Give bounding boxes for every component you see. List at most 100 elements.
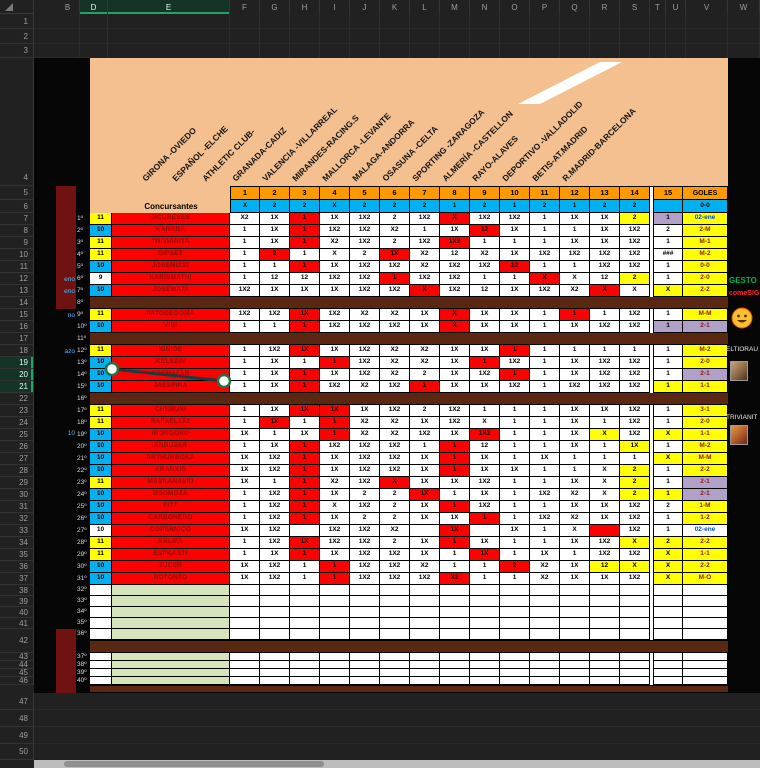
row-header-21[interactable]: 21 — [0, 381, 34, 393]
pred-cell[interactable]: X — [380, 477, 410, 489]
name-cell[interactable] — [112, 618, 230, 629]
pred-cell[interactable] — [380, 669, 410, 677]
name-cell[interactable]: CARBONERO — [112, 513, 230, 525]
pred-cell[interactable] — [230, 629, 260, 640]
col15-cell[interactable] — [654, 677, 683, 685]
pred-cell[interactable]: 1 — [290, 477, 320, 489]
name-cell[interactable]: JOSEMI333 — [112, 261, 230, 273]
pred-cell[interactable]: 2 — [620, 489, 650, 501]
pred-cell[interactable] — [350, 596, 380, 607]
pred-cell[interactable]: 1 — [320, 417, 350, 429]
pred-cell[interactable]: 1 — [530, 213, 560, 225]
col15-cell[interactable]: 1 — [654, 489, 683, 501]
pred-cell[interactable] — [560, 669, 590, 677]
pred-cell[interactable] — [260, 677, 290, 685]
pred-cell[interactable]: 1X2 — [590, 249, 620, 261]
result-cell[interactable]: 2 — [410, 200, 440, 213]
pred-cell[interactable]: 1 — [440, 465, 470, 477]
pred-cell[interactable]: 1 — [470, 357, 500, 369]
pred-cell[interactable]: X2 — [380, 345, 410, 357]
pred-cell[interactable]: 1 — [290, 549, 320, 561]
goles-cell[interactable]: 0-0 — [683, 261, 728, 273]
pred-cell[interactable]: 1 — [560, 453, 590, 465]
pred-cell[interactable] — [350, 585, 380, 596]
pred-cell[interactable] — [530, 677, 560, 685]
pred-cell[interactable] — [500, 677, 530, 685]
pred-cell[interactable]: 1 — [230, 369, 260, 381]
pred-cell[interactable]: 1 — [500, 501, 530, 513]
pred-cell[interactable] — [470, 677, 500, 685]
row-header-19[interactable]: 19 — [0, 357, 34, 369]
pred-cell[interactable]: 1X — [590, 237, 620, 249]
pred-cell[interactable]: 1X2 — [350, 369, 380, 381]
pred-cell[interactable]: 1X2 — [620, 429, 650, 441]
pred-cell[interactable]: 1 — [410, 381, 440, 393]
row-header-25[interactable]: 25 — [0, 429, 34, 441]
pred-cell[interactable]: 1 — [530, 501, 560, 513]
pred-cell[interactable]: X — [590, 285, 620, 297]
pred-cell[interactable]: 1X2 — [440, 261, 470, 273]
scrollbar-thumb[interactable] — [64, 761, 324, 767]
pred-cell[interactable]: 2 — [350, 249, 380, 261]
pred-cell[interactable]: 1X2 — [380, 261, 410, 273]
pred-cell[interactable]: 1X2 — [590, 549, 620, 561]
pred-cell[interactable]: 1X2 — [410, 573, 440, 585]
pred-cell[interactable]: X2 — [440, 573, 470, 585]
pred-cell[interactable]: 1X — [290, 309, 320, 321]
pred-cell[interactable] — [230, 596, 260, 607]
pred-cell[interactable] — [230, 653, 260, 661]
pred-cell[interactable]: 1X2 — [500, 381, 530, 393]
name-cell[interactable]: DIPSET — [112, 249, 230, 261]
pred-cell[interactable]: 1 — [500, 273, 530, 285]
pred-cell[interactable]: 1X — [530, 453, 560, 465]
pred-cell[interactable]: X2 — [560, 285, 590, 297]
pred-cell[interactable]: 1X2 — [260, 489, 290, 501]
pred-cell[interactable]: 1 — [530, 369, 560, 381]
goles-cell[interactable] — [683, 661, 728, 669]
pred-cell[interactable]: 1 — [230, 537, 260, 549]
pred-cell[interactable]: 1 — [290, 453, 320, 465]
pred-cell[interactable]: 2 — [380, 213, 410, 225]
pred-cell[interactable] — [230, 677, 260, 685]
pred-cell[interactable] — [410, 525, 440, 537]
pred-cell[interactable]: 1X2 — [260, 573, 290, 585]
pred-cell[interactable] — [320, 629, 350, 640]
name-cell[interactable]: ARTHURBOKA — [112, 453, 230, 465]
pred-cell[interactable]: 1 — [230, 441, 260, 453]
pred-cell[interactable] — [530, 629, 560, 640]
pred-cell[interactable]: 1 — [290, 417, 320, 429]
row-header-12[interactable]: 12 — [0, 273, 34, 285]
pred-cell[interactable] — [530, 596, 560, 607]
pred-cell[interactable]: X2 — [560, 489, 590, 501]
row-header-48[interactable]: 48 — [0, 710, 34, 727]
name-cell[interactable] — [112, 629, 230, 640]
pred-cell[interactable]: X2 — [380, 225, 410, 237]
pred-cell[interactable]: 1X — [230, 573, 260, 585]
pred-cell[interactable] — [620, 596, 650, 607]
pred-cell[interactable] — [500, 629, 530, 640]
score-cell[interactable]: 10 — [90, 225, 112, 237]
row-header-9[interactable]: 9 — [0, 237, 34, 249]
pred-cell[interactable]: 1 — [530, 525, 560, 537]
row-header-20[interactable]: 20 — [0, 369, 34, 381]
column-header-J[interactable]: J — [350, 0, 380, 14]
pred-cell[interactable]: 2 — [380, 501, 410, 513]
score-cell[interactable]: 11 — [90, 213, 112, 225]
col15-cell[interactable]: 2 — [654, 537, 683, 549]
match-number-header[interactable]: 9 — [470, 186, 500, 200]
pred-cell[interactable]: X2 — [410, 249, 440, 261]
pred-cell[interactable]: 1 — [560, 261, 590, 273]
pred-cell[interactable] — [530, 585, 560, 596]
pred-cell[interactable]: X — [560, 525, 590, 537]
pred-cell[interactable]: 1X2 — [620, 321, 650, 333]
score-cell[interactable]: 11 — [90, 345, 112, 357]
pred-cell[interactable] — [500, 607, 530, 618]
pred-cell[interactable]: 1X2 — [620, 381, 650, 393]
score-cell[interactable] — [90, 661, 112, 669]
pred-cell[interactable]: 1X2 — [530, 489, 560, 501]
pred-cell[interactable]: 1X — [590, 501, 620, 513]
pred-cell[interactable]: 1 — [530, 225, 560, 237]
pred-cell[interactable]: 1 — [590, 453, 620, 465]
name-cell[interactable]: JUCER — [112, 561, 230, 573]
pred-cell[interactable]: 1X2 — [620, 501, 650, 513]
